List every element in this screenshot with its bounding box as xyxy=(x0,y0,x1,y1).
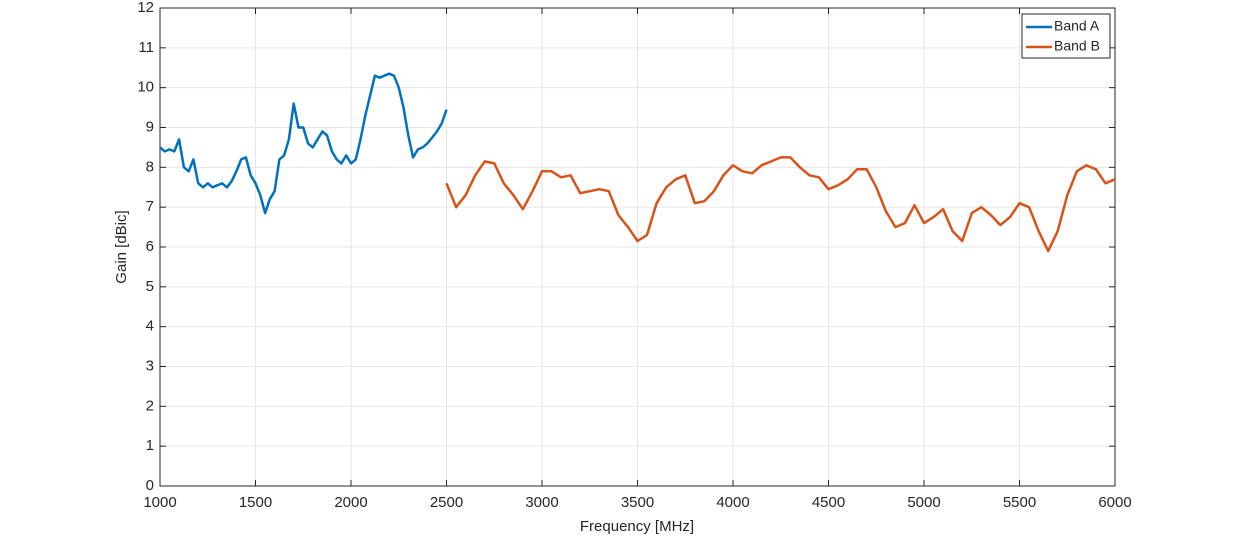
x-tick-label: 4000 xyxy=(716,494,749,511)
x-tick-label: 5000 xyxy=(907,494,940,511)
y-tick-label: 3 xyxy=(146,357,154,374)
y-tick-label: 6 xyxy=(146,238,154,255)
x-tick-label: 3000 xyxy=(525,494,558,511)
x-tick-label: 2000 xyxy=(334,494,367,511)
y-tick-label: 0 xyxy=(146,477,154,494)
x-axis-label: Frequency [MHz] xyxy=(580,518,694,535)
x-tick-label: 5500 xyxy=(1003,494,1036,511)
data-line xyxy=(159,72,448,215)
plot-frame xyxy=(159,7,1116,487)
legend-label: Band B xyxy=(1054,38,1100,54)
legend-box xyxy=(1021,13,1111,59)
y-tick-label: 1 xyxy=(146,437,154,454)
y-tick-label: 11 xyxy=(138,39,154,56)
x-tick-label: 1500 xyxy=(239,494,272,511)
x-tick-label: 4500 xyxy=(812,494,845,511)
data-line xyxy=(445,156,1116,253)
y-tick-label: 12 xyxy=(137,0,154,16)
y-tick-label: 5 xyxy=(146,278,154,295)
y-tick-label: 7 xyxy=(146,198,154,215)
y-tick-label: 10 xyxy=(137,79,154,96)
y-tick-label: 4 xyxy=(146,318,154,335)
x-tick-label: 6000 xyxy=(1098,494,1131,511)
legend-label: Band A xyxy=(1054,18,1100,34)
x-tick-label: 3500 xyxy=(621,494,654,511)
x-tick-label: 1000 xyxy=(143,494,176,511)
y-axis-label: Gain [dBic] xyxy=(113,210,130,283)
y-tick-label: 8 xyxy=(146,158,154,175)
y-tick-label: 9 xyxy=(146,118,154,135)
y-tick-label: 2 xyxy=(146,397,154,414)
x-tick-label: 2500 xyxy=(430,494,463,511)
